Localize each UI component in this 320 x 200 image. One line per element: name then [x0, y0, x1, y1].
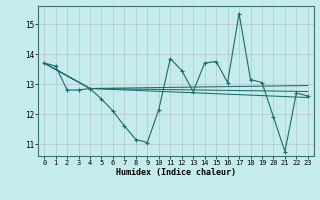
- X-axis label: Humidex (Indice chaleur): Humidex (Indice chaleur): [116, 168, 236, 177]
